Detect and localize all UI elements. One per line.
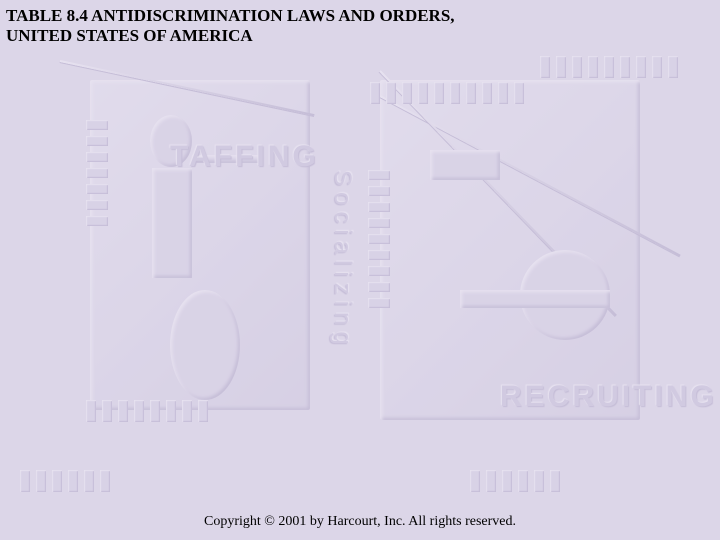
bg-figure xyxy=(460,290,610,308)
embossed-background: TAFFING Socializing RECRUITING xyxy=(0,0,720,540)
bg-tick-strip xyxy=(470,470,560,492)
bg-tick-strip xyxy=(370,82,524,104)
bg-figure xyxy=(430,150,500,180)
bg-tick-strip xyxy=(86,120,108,226)
bg-tick-strip xyxy=(20,470,110,492)
bg-figure xyxy=(152,168,192,278)
bg-figure xyxy=(170,290,240,400)
copyright-footer: Copyright © 2001 by Harcourt, Inc. All r… xyxy=(0,514,720,530)
bg-panel xyxy=(380,80,640,420)
bg-tick-strip xyxy=(86,400,208,422)
bg-word-socializing: Socializing xyxy=(328,170,356,351)
copyright-text: Copyright © 2001 by Harcourt, Inc. All r… xyxy=(204,514,516,529)
title-line-2: UNITED STATES OF AMERICA xyxy=(6,26,253,45)
slide-title: TABLE 8.4 ANTIDISCRIMINATION LAWS AND OR… xyxy=(6,6,526,45)
bg-word-recruiting: RECRUITING xyxy=(500,380,717,414)
title-line-1: TABLE 8.4 ANTIDISCRIMINATION LAWS AND OR… xyxy=(6,6,455,25)
bg-tick-strip xyxy=(368,170,390,308)
bg-tick-strip xyxy=(540,56,678,78)
bg-word-staffing: TAFFING xyxy=(170,140,319,174)
